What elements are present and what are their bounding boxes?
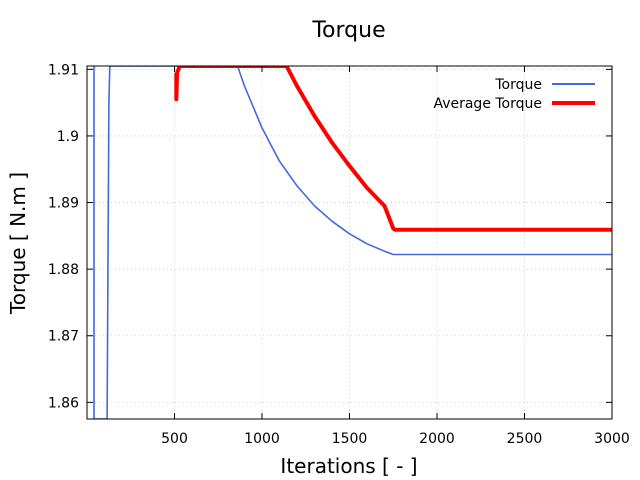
series-line-average-torque: [174, 66, 612, 232]
series-layer: [93, 66, 612, 419]
axis-ticks: 500 1000 1500 2000 2500 3000 1.86 1.87 1.88 1.89 1…: [48, 62, 630, 447]
y-tick-label: 1.88: [48, 262, 79, 278]
legend-label-average-torque: Average Torque: [433, 96, 542, 112]
y-tick-label: 1.91: [48, 62, 79, 78]
x-tick-label: 1500: [332, 431, 368, 447]
legend: Torque Average Torque: [433, 77, 595, 112]
y-tick-label: 1.9: [57, 129, 79, 145]
x-axis-label: Iterations [ - ]: [280, 454, 417, 478]
y-tick-label: 1.86: [48, 395, 79, 411]
y-tick-label: 1.87: [48, 329, 79, 345]
y-axis-label: Torque [ N.m ]: [6, 172, 30, 315]
legend-label-torque: Torque: [494, 77, 542, 93]
x-tick-label: 3000: [594, 431, 630, 447]
y-tick-label: 1.89: [48, 196, 79, 212]
series-line-torque: [93, 66, 612, 419]
x-tick-label: 1000: [244, 431, 280, 447]
grid-lines: [87, 66, 612, 419]
x-tick-label: 500: [161, 431, 188, 447]
chart-title: Torque: [311, 18, 385, 43]
x-tick-label: 2000: [419, 431, 455, 447]
x-tick-label: 2500: [507, 431, 543, 447]
